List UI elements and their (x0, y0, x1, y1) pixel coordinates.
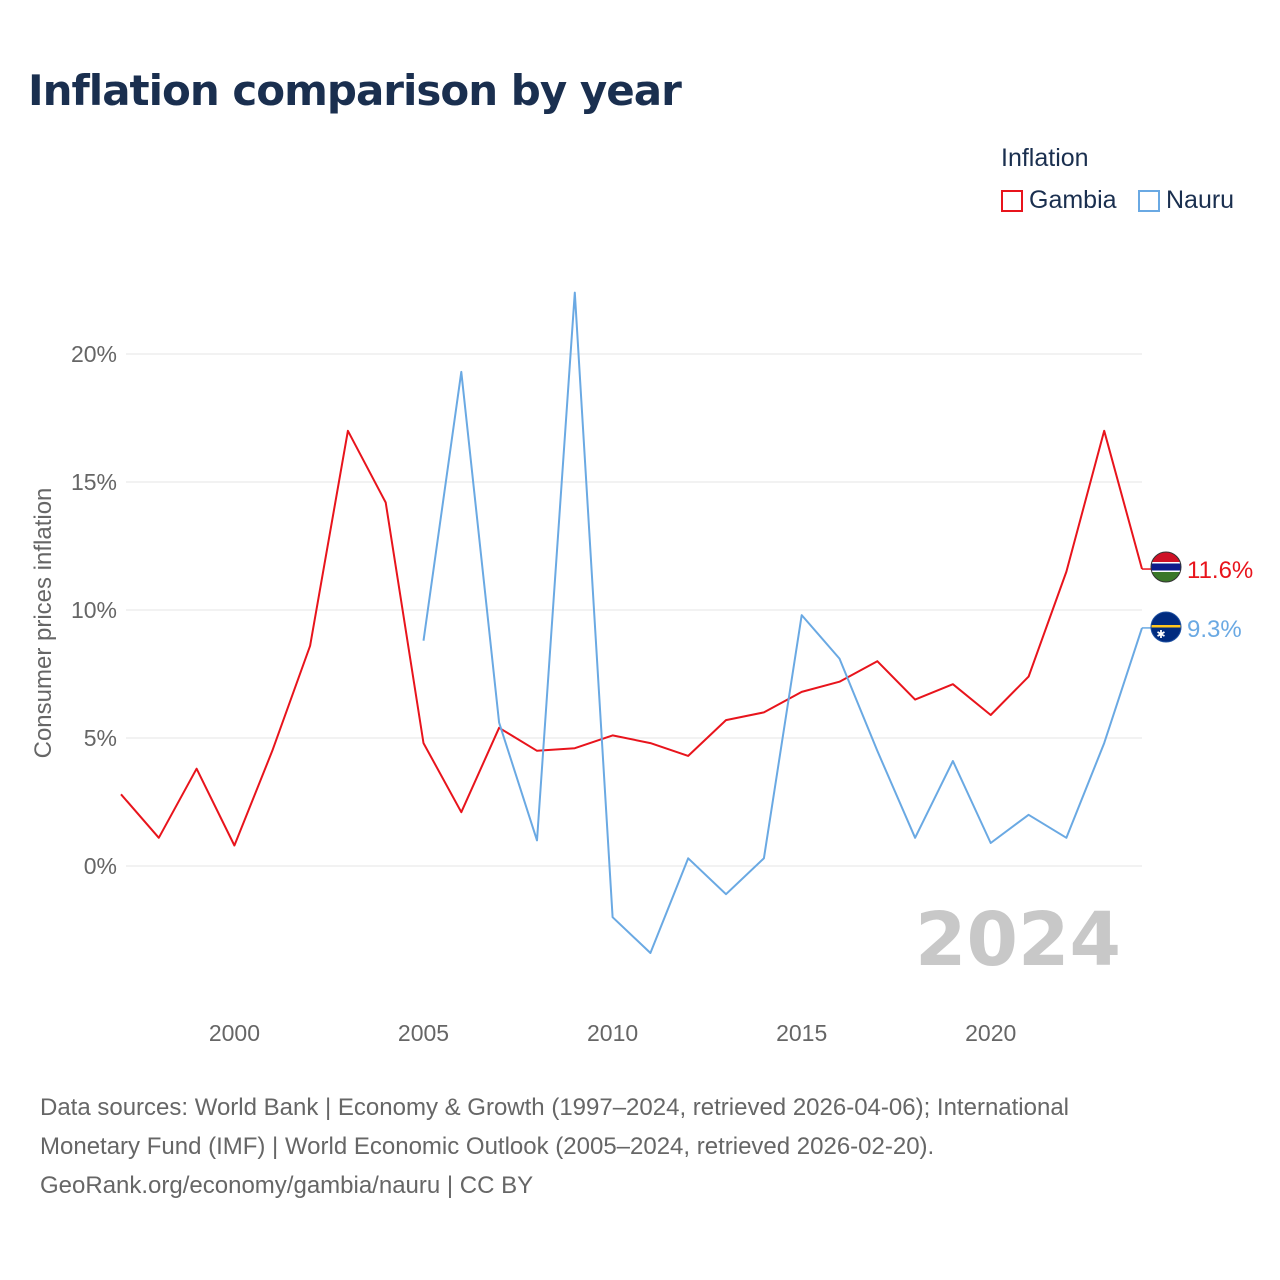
data-point-gambia[interactable] (194, 766, 200, 772)
y-tick-label: 0% (84, 853, 117, 879)
x-tick-label: 2010 (587, 1020, 638, 1046)
data-point-nauru[interactable] (496, 720, 502, 726)
data-point-gambia[interactable] (345, 428, 351, 434)
legend-title: Inflation (1001, 144, 1089, 172)
data-point-gambia[interactable] (761, 709, 767, 715)
footer-sources: Data sources: World Bank | Economy & Gro… (40, 1088, 1240, 1205)
data-point-nauru[interactable] (799, 612, 805, 618)
legend-item-gambia[interactable]: Gambia (1001, 186, 1117, 215)
data-point-gambia[interactable] (307, 643, 313, 649)
x-tick-label: 2005 (398, 1020, 449, 1046)
footer-line: Monetary Fund (IMF) | World Economic Out… (40, 1133, 935, 1160)
data-point-nauru[interactable] (685, 855, 691, 861)
data-point-gambia[interactable] (836, 679, 842, 685)
data-point-nauru[interactable] (950, 758, 956, 764)
legend-swatch-nauru (1138, 189, 1160, 212)
x-tick-label: 2015 (776, 1020, 827, 1046)
data-point-gambia[interactable] (685, 753, 691, 759)
data-point-nauru[interactable] (761, 855, 767, 861)
data-point-gambia[interactable] (1026, 674, 1032, 680)
year-watermark: 2024 (915, 897, 1121, 983)
line-chart: 2024 0%5%10%15%20% 2000 2005 2010 2015 2020 … (30, 290, 1253, 1046)
data-point-gambia[interactable] (799, 689, 805, 695)
data-point-nauru[interactable] (874, 748, 880, 754)
data-point-nauru[interactable] (723, 891, 729, 897)
data-point-gambia[interactable] (950, 681, 956, 687)
data-point-gambia[interactable] (723, 717, 729, 723)
legend-item-nauru[interactable]: Nauru (1138, 186, 1234, 215)
data-point-gambia[interactable] (534, 748, 540, 754)
data-point-nauru[interactable] (1063, 835, 1069, 841)
gambia-flag-icon (1150, 551, 1182, 583)
y-tick-label: 10% (71, 597, 117, 623)
data-point-nauru[interactable] (988, 840, 994, 846)
data-point-nauru[interactable] (572, 290, 578, 296)
data-point-gambia[interactable] (383, 499, 389, 505)
legend-label-nauru: Nauru (1166, 186, 1235, 214)
y-tick-label: 5% (84, 725, 117, 751)
data-point-nauru[interactable] (647, 950, 653, 956)
data-point-gambia[interactable] (572, 745, 578, 751)
legend-label-gambia: Gambia (1029, 186, 1117, 214)
data-point-gambia[interactable] (912, 697, 918, 703)
svg-text:✱: ✱ (1156, 628, 1165, 641)
series-line-gambia[interactable] (120, 429, 1143, 847)
footer-line: GeoRank.org/economy/gambia/nauru | CC BY (40, 1172, 534, 1199)
data-point-nauru[interactable] (836, 656, 842, 662)
data-point-nauru[interactable] (912, 835, 918, 841)
end-value-label-gambia: 11.6% (1187, 557, 1253, 584)
end-value-label-nauru: 9.3% (1187, 616, 1242, 643)
data-point-gambia[interactable] (421, 740, 427, 746)
series-line-nauru[interactable] (422, 291, 1143, 954)
nauru-flag-icon: ✱ (1150, 611, 1182, 643)
data-point-gambia[interactable] (118, 791, 124, 797)
data-point-nauru[interactable] (610, 914, 616, 920)
y-tick-label: 15% (71, 469, 117, 495)
data-point-gambia[interactable] (269, 748, 275, 754)
data-point-gambia[interactable] (231, 843, 237, 849)
y-tick-label: 20% (71, 341, 117, 367)
data-point-gambia[interactable] (156, 835, 162, 841)
data-point-gambia[interactable] (1101, 428, 1107, 434)
data-point-gambia[interactable] (874, 658, 880, 664)
legend-swatch-gambia (1001, 189, 1023, 212)
data-point-gambia[interactable] (458, 809, 464, 815)
data-point-nauru[interactable] (458, 369, 464, 375)
data-point-gambia[interactable] (988, 712, 994, 718)
footer-line: Data sources: World Bank | Economy & Gro… (40, 1094, 1070, 1121)
data-point-nauru[interactable] (534, 837, 540, 843)
x-tick-label: 2000 (209, 1020, 260, 1046)
data-point-gambia[interactable] (647, 740, 653, 746)
data-point-gambia[interactable] (1063, 569, 1069, 575)
data-point-nauru[interactable] (1101, 740, 1107, 746)
x-tick-label: 2020 (965, 1020, 1016, 1046)
y-axis-label: Consumer prices inflation (30, 488, 57, 759)
data-point-gambia[interactable] (610, 732, 616, 738)
data-point-nauru[interactable] (1026, 812, 1032, 818)
chart-title: Inflation comparison by year (28, 66, 682, 115)
data-point-nauru[interactable] (421, 638, 427, 644)
